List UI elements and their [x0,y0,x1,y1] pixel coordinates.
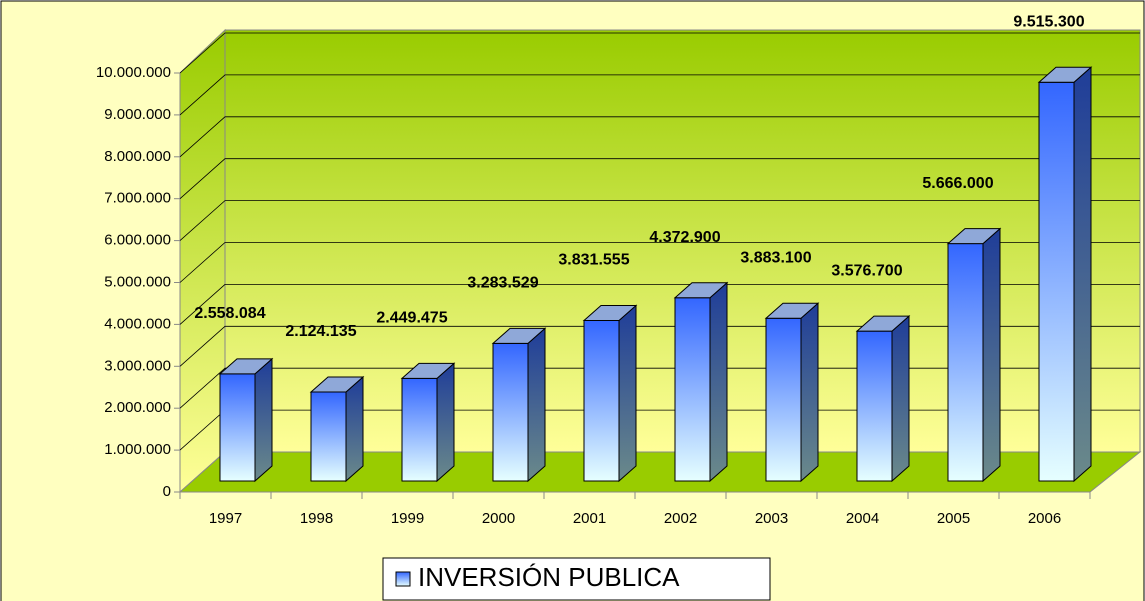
x-tick-label: 2001 [573,510,606,527]
grid-line [179,242,1140,283]
bar-front [1038,81,1075,482]
y-tick-label: 8.000.000 [104,148,171,165]
bar-side [254,357,273,483]
data-label: 3.831.555 [558,252,629,269]
bar-front [492,342,529,482]
bar-top [400,362,456,379]
data-label: 2.124.135 [285,323,356,340]
bar-front [310,391,347,482]
y-tick-label: 7.000.000 [104,190,171,207]
x-tick-label: 2003 [755,510,788,527]
bar-top [491,327,547,344]
x-tick-label: 2004 [846,510,879,527]
bar-top [309,376,365,393]
x-tick-label: 1998 [300,510,333,527]
bar-side [618,304,637,483]
data-label: 2.558.084 [194,305,265,322]
data-label: 2.449.475 [376,310,447,327]
legend-label: INVERSIÓN PUBLICA [418,562,680,592]
bar [582,304,638,483]
bar [400,362,456,483]
grid-line [179,200,1140,241]
bar [491,327,547,483]
bar-top [946,228,1002,245]
grid-line [179,367,1140,409]
bar-side [800,302,819,483]
x-tick-label: 2002 [664,510,697,527]
bar-top [764,302,820,319]
bar [218,357,274,483]
bar [309,375,365,483]
bar-front [856,330,893,482]
bar-side [527,327,546,483]
x-tick-label: 2005 [937,510,970,527]
bar-side [436,362,455,483]
x-tick-label: 2006 [1028,510,1061,527]
bar-front [674,297,711,482]
bar-front [401,377,438,482]
y-tick-label: 2.000.000 [104,399,171,416]
bar-top [673,282,729,299]
y-tick-label: 3.000.000 [104,357,171,374]
bar [855,315,911,483]
y-tick-label: 6.000.000 [104,232,171,249]
side-wall [179,28,226,494]
data-label: 3.576.700 [831,262,902,279]
bar-top [582,304,638,321]
grid-line [179,284,1140,325]
bar [946,227,1002,483]
grid-line [179,325,1140,367]
bar-front [219,373,256,482]
legend [382,557,771,601]
data-label: 5.666.000 [922,175,993,192]
bar-top [855,315,911,332]
data-label: 3.883.100 [740,250,811,267]
x-tick-label: 2000 [482,510,515,527]
data-label: 4.372.900 [649,229,720,246]
legend-swatch [395,571,411,587]
bar-front [765,317,802,482]
bar [764,302,820,483]
y-tick-label: 4.000.000 [104,315,171,332]
grid-line [179,74,1140,116]
y-tick-label: 5.000.000 [104,273,171,290]
grid-line [179,32,1140,74]
bar-top [1037,66,1093,83]
data-label: 9.515.300 [1013,14,1084,31]
bar-side [1073,66,1092,483]
bar-side [982,227,1001,483]
bar-side [345,375,364,483]
y-tick-label: 0 [163,483,171,500]
bar-top [218,358,274,375]
bar [1037,66,1093,483]
y-tick-label: 1.000.000 [104,441,171,458]
x-tick-label: 1999 [391,510,424,527]
grid-line [179,116,1140,158]
grid-line [179,158,1140,199]
data-label: 3.283.529 [467,275,538,292]
bar-side [891,315,910,483]
bar-side [709,281,728,483]
bar-front [947,243,984,482]
x-tick-label: 1997 [209,510,242,527]
bar [673,281,729,483]
bar-front [583,319,620,482]
y-tick-label: 9.000.000 [104,106,171,123]
y-tick-label: 10.000.000 [96,64,171,81]
